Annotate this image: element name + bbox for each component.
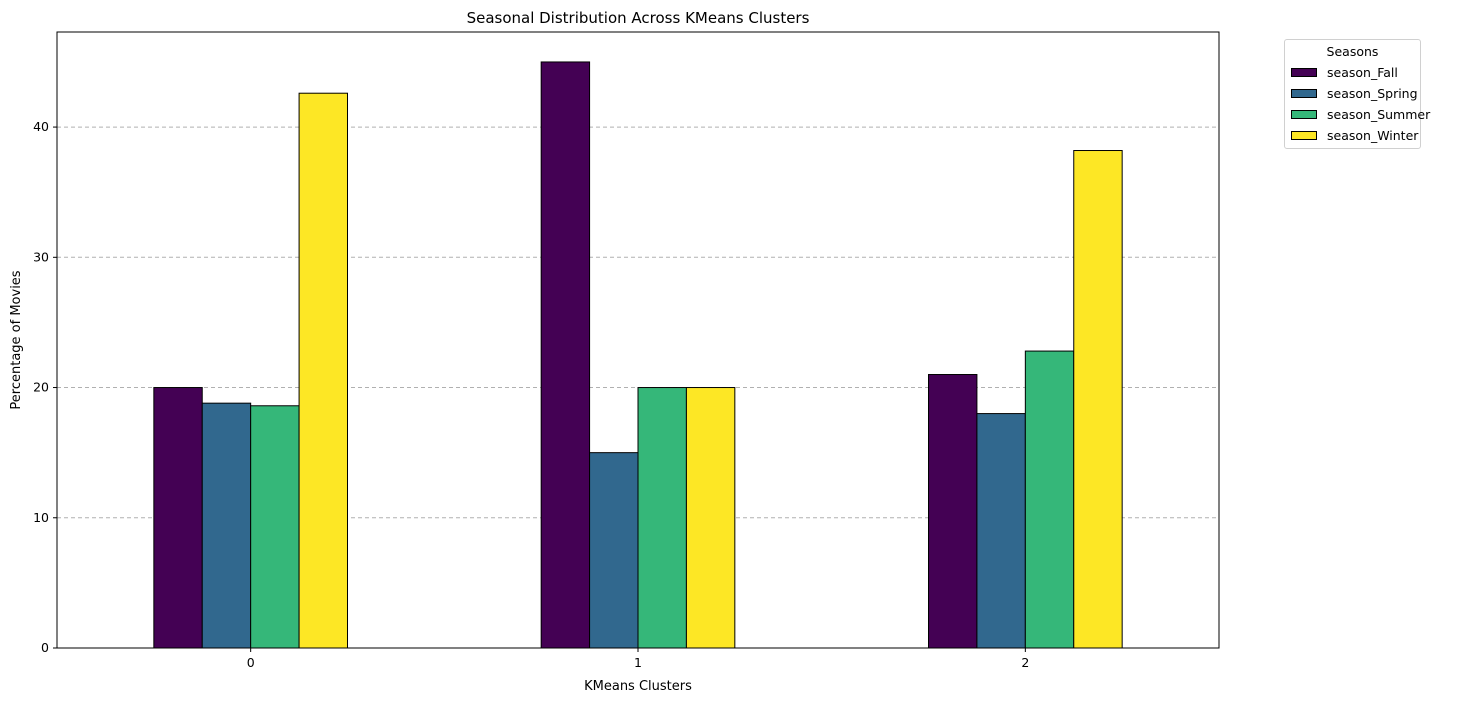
legend: Seasons season_Fall season_Spring season_S… xyxy=(1284,39,1430,149)
y-tick-label: 40 xyxy=(33,119,49,134)
bar-season_Summer-2 xyxy=(1024,350,1075,649)
bar-season_Summer-1 xyxy=(637,387,687,649)
bar-season_Fall-0 xyxy=(153,387,203,649)
x-tick-label: 0 xyxy=(247,655,255,670)
legend-swatch xyxy=(1291,109,1317,119)
bars xyxy=(153,61,1123,649)
legend-swatch xyxy=(1291,88,1317,98)
y-tick-label: 20 xyxy=(33,380,49,395)
bar-season_Summer-0 xyxy=(250,405,300,649)
legend-item: season_Winter xyxy=(1291,127,1418,143)
y-axis: 0 10 20 30 40 xyxy=(33,119,57,655)
legend-label: season_Summer xyxy=(1327,106,1431,122)
x-axis-label: KMeans Clusters xyxy=(584,679,692,694)
legend-label: season_Winter xyxy=(1327,127,1419,143)
bar-season_Fall-1 xyxy=(540,61,591,649)
bar-season_Spring-2 xyxy=(976,413,1026,649)
x-tick-label: 2 xyxy=(1021,655,1029,670)
legend-title: Seasons xyxy=(1326,44,1379,59)
bar-season_Fall-2 xyxy=(928,374,978,649)
legend-item: season_Fall xyxy=(1291,64,1398,80)
y-tick-label: 0 xyxy=(41,640,49,655)
y-axis-label: Percentage of Movies xyxy=(9,270,24,409)
bar-season_Winter-2 xyxy=(1073,150,1123,649)
bar-season_Winter-0 xyxy=(298,92,349,649)
legend-item: season_Summer xyxy=(1291,106,1430,122)
chart-title: Seasonal Distribution Across KMeans Clus… xyxy=(467,9,810,27)
legend-swatch xyxy=(1291,130,1317,140)
x-axis: 0 1 2 xyxy=(247,648,1029,670)
y-tick-label: 10 xyxy=(33,510,49,525)
bar-season_Winter-1 xyxy=(685,387,736,649)
legend-item: season_Spring xyxy=(1291,85,1418,101)
x-tick-label: 1 xyxy=(634,655,642,670)
legend-swatch xyxy=(1291,67,1317,77)
bar-season_Spring-1 xyxy=(589,452,639,649)
bar-season_Spring-0 xyxy=(201,402,252,649)
legend-label: season_Spring xyxy=(1327,85,1418,101)
legend-label: season_Fall xyxy=(1327,64,1398,80)
y-tick-label: 30 xyxy=(33,249,49,264)
